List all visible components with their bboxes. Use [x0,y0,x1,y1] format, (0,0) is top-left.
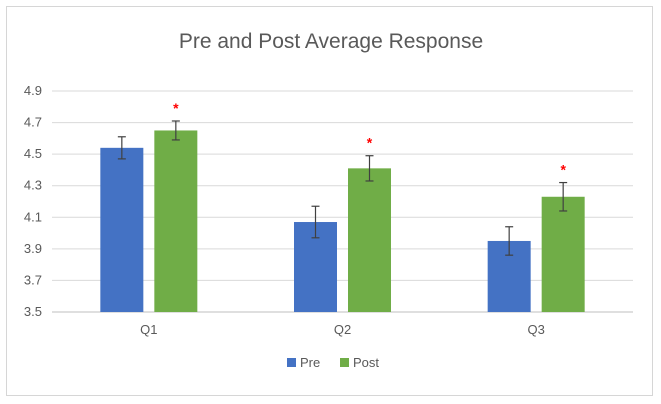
error-bar [365,155,374,182]
error-bar [505,226,514,256]
legend-label-pre: Pre [300,355,320,370]
significance-marker: * [560,162,566,178]
y-tick-label: 3.5 [24,304,42,319]
bar-post-q2 [348,168,391,312]
chart-title: Pre and Post Average Response [179,30,483,53]
gridlines [52,90,633,313]
legend-swatch-pre [287,358,296,367]
significance-markers: * * * [173,100,566,178]
y-tick-label: 4.1 [24,209,42,224]
bar-pre-q1 [100,147,144,312]
y-axis-ticks: 3.5 3.7 3.9 4.1 4.3 4.5 4.7 4.9 [24,83,42,319]
y-tick-label: 4.7 [24,115,42,130]
x-axis-categories: Q1 Q2 Q3 [140,322,545,337]
bar-post-q1 [154,130,198,312]
bar-post-q3 [541,196,585,312]
legend-label-post: Post [353,355,379,370]
significance-marker: * [173,100,179,116]
legend-swatch-post [340,358,349,367]
y-tick-label: 3.7 [24,272,42,287]
bars [100,130,585,312]
x-category-label: Q3 [527,322,544,337]
y-tick-label: 3.9 [24,241,42,256]
significance-marker: * [367,135,373,151]
error-bar [559,181,568,212]
error-bar [171,120,180,141]
y-tick-label: 4.9 [24,83,42,98]
y-tick-label: 4.3 [24,178,42,193]
legend: Pre Post [287,355,379,370]
y-tick-label: 4.5 [24,146,42,161]
x-category-label: Q2 [334,322,351,337]
error-bar [311,205,320,239]
error-bar [117,136,126,160]
error-bars [117,120,568,256]
x-category-label: Q1 [140,322,157,337]
